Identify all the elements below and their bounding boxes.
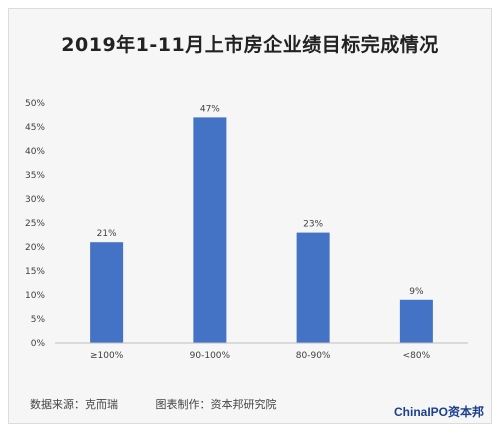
y-tick-label: 25%	[25, 219, 45, 229]
x-tick-label: ≥100%	[90, 351, 124, 361]
bar	[193, 117, 227, 344]
chart-maker: 图表制作：资本邦研究院	[155, 398, 277, 411]
data-label: 9%	[409, 287, 424, 297]
brand-logo: ChinaIPO资本邦	[393, 405, 484, 419]
chart-frame	[8, 8, 492, 424]
y-tick-label: 45%	[25, 123, 45, 133]
bars	[90, 117, 433, 344]
chart-title: 2019年1-11月上市房企业绩目标完成情况	[61, 34, 439, 56]
bar	[90, 242, 124, 343]
bar	[399, 299, 433, 343]
y-tick-label: 10%	[25, 291, 45, 301]
data-label: 21%	[97, 229, 117, 239]
bar	[296, 232, 330, 343]
x-axis: ≥100% 90-100% 80-90% <80%	[55, 342, 468, 361]
x-tick-label: <80%	[403, 351, 431, 361]
y-axis: 0% 5% 10% 15% 20% 25% 30% 35% 40% 45% 50%	[25, 99, 45, 349]
footer: 数据来源：克而瑞 图表制作：资本邦研究院	[30, 396, 311, 412]
y-tick-label: 15%	[25, 267, 45, 277]
y-tick-label: 35%	[25, 171, 45, 181]
x-tick-label: 90-100%	[190, 351, 231, 361]
y-tick-label: 20%	[25, 243, 45, 253]
data-label: 47%	[200, 104, 220, 114]
y-tick-label: 50%	[25, 99, 45, 109]
data-label: 23%	[303, 220, 323, 230]
y-tick-label: 30%	[25, 195, 45, 205]
y-tick-label: 40%	[25, 147, 45, 157]
data-source: 数据来源：克而瑞	[30, 398, 118, 411]
y-tick-label: 5%	[31, 315, 46, 325]
data-labels: 21% 47% 23% 9%	[97, 104, 424, 296]
x-tick-label: 80-90%	[296, 351, 331, 361]
y-tick-label: 0%	[31, 339, 46, 349]
